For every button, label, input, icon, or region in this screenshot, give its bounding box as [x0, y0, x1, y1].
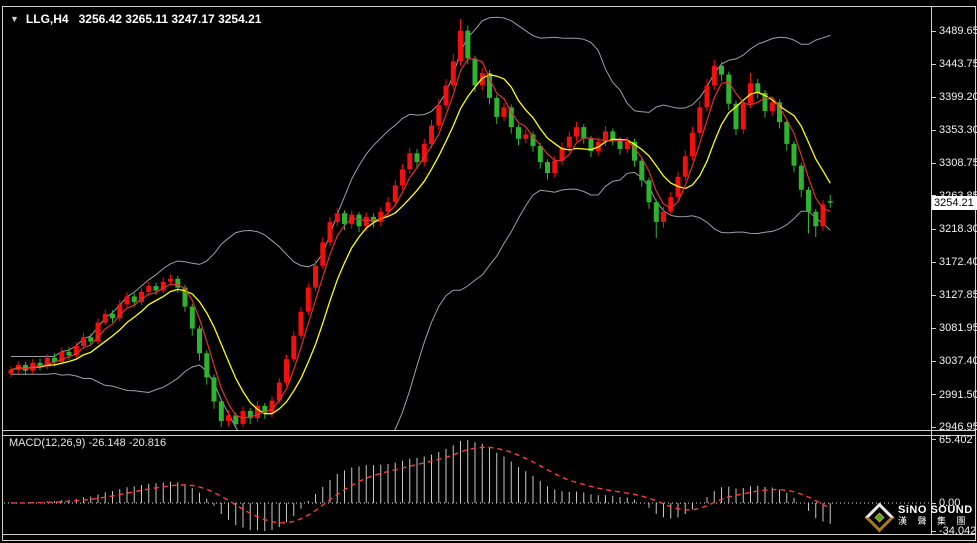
symbol-period-label: LLG,H4 [25, 12, 69, 26]
price-tick-mark [931, 394, 936, 395]
price-tick-label: 3489.65 [939, 25, 977, 37]
price-tick-label: 3127.85 [939, 289, 977, 301]
price-tick-mark [931, 129, 936, 131]
broker-logo: SiNO SOUND 漢 聲 集 團 [864, 502, 973, 533]
frame-left [2, 6, 3, 541]
broker-logo-name: SiNO SOUND [898, 504, 973, 516]
price-tick-label: 3308.75 [939, 157, 977, 169]
broker-logo-chinese-name: 漢 聲 集 團 [898, 516, 970, 526]
price-tick-mark [931, 228, 936, 230]
macd-indicator-canvas[interactable] [1, 435, 931, 534]
price-tick-mark [931, 294, 936, 296]
price-tick-mark [931, 30, 936, 32]
symbol-dropdown-icon[interactable]: ▼ [10, 14, 19, 24]
macd-tick-mark [931, 439, 936, 441]
price-tick-label: 3353.30 [939, 124, 977, 137]
price-tick-mark [931, 162, 936, 164]
broker-logo-diamond-icon [864, 502, 895, 533]
current-price-badge: 3254.21 [932, 196, 977, 210]
price-tick-mark [931, 261, 936, 263]
panel-splitter-bottom[interactable] [2, 435, 976, 436]
macd-panel-bottom-border [2, 534, 976, 535]
price-tick-mark [931, 426, 936, 428]
price-tick-mark [931, 360, 936, 362]
macd-tick-mark [931, 502, 936, 504]
price-tick-label: 3037.40 [939, 355, 977, 367]
main-chart-canvas[interactable] [1, 0, 931, 430]
price-tick-label: 2946.95 [939, 421, 977, 433]
price-tick-label: 3443.75 [939, 58, 977, 71]
macd-indicator-label: MACD(12,26,9) -26.148 -20.816 [9, 437, 167, 449]
price-tick-mark [931, 195, 936, 197]
macd-tick-label: 0.00 [939, 497, 961, 509]
price-axis-line [931, 6, 932, 535]
price-tick-label: 3172.40 [939, 256, 977, 269]
macd-tick-mark [931, 530, 936, 532]
frame-right [975, 6, 976, 541]
frame-bottom [2, 540, 976, 541]
price-tick-mark [931, 63, 936, 65]
panel-splitter-top[interactable] [2, 430, 976, 431]
ohlc-quote-values: 3256.42 3265.11 3247.17 3254.21 [78, 12, 262, 26]
price-tick-label: 3218.30 [939, 223, 977, 235]
chart-title: ▼ LLG,H4 3256.42 3265.11 3247.17 3254.21 [10, 12, 261, 26]
macd-tick-label: 65.402 [939, 433, 973, 446]
price-tick-label: 2991.50 [939, 388, 977, 401]
price-tick-label: 3399.20 [939, 91, 977, 103]
macd-tick-label: -34.042 [939, 525, 977, 537]
price-tick-label: 3081.95 [939, 322, 977, 335]
price-tick-mark [931, 96, 936, 98]
frame-top [2, 6, 976, 7]
price-tick-mark [931, 327, 936, 329]
broker-logo-core [874, 512, 885, 523]
